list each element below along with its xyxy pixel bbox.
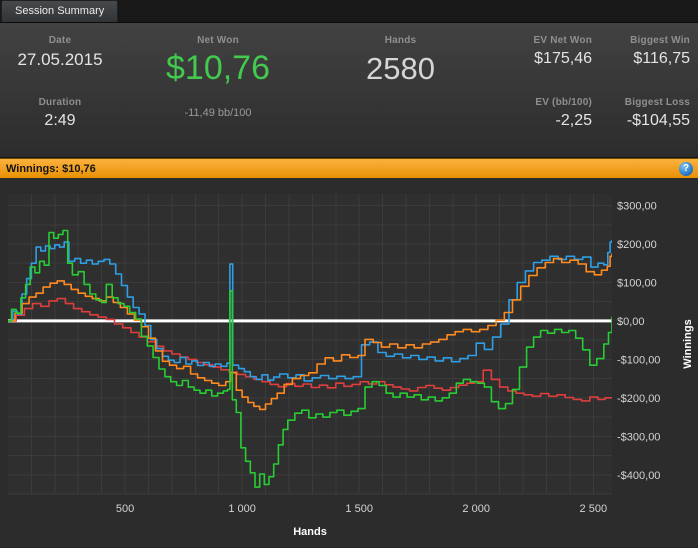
winnings-graph-svg[interactable]: $300,00 $200,00 $100,00 $0,00 -$100,00 -$200,… — [0, 178, 698, 547]
duration-value: 2:49 — [44, 112, 76, 129]
biggest-loss-label: Biggest Loss — [624, 97, 690, 108]
net-won-value: $10,76 — [166, 49, 270, 87]
duration-label: Duration — [38, 97, 82, 108]
y-tick-label: -$200,00 — [617, 393, 660, 405]
biggest-loss-value: -$104,55 — [626, 112, 690, 129]
x-tick-label: 500 — [116, 503, 134, 515]
stat-col-date: Date 27.05.2015 Duration 2:49 — [4, 23, 116, 157]
stats-panel: Date 27.05.2015 Duration 2:49 Net Won $1… — [0, 23, 698, 158]
ev-bb100-label: EV (bb/100) — [535, 97, 592, 108]
series-line-winnings-green — [8, 229, 612, 488]
y-tick-label: -$100,00 — [617, 354, 660, 366]
tab-bar: Session Summary — [0, 0, 698, 23]
winnings-bar-title: Winnings: $10,76 — [6, 162, 96, 175]
stat-col-ev: EV Net Won $175,46 EV (bb/100) -2,25 — [492, 23, 592, 157]
y-tick-label: $0,00 — [617, 316, 645, 328]
date-label: Date — [48, 35, 72, 46]
plot-area — [8, 194, 612, 494]
y-tick-label: -$300,00 — [617, 431, 660, 443]
stat-col-net-won: Net Won $10,76 -11,49 bb/100 — [128, 23, 308, 157]
hands-label: Hands — [384, 35, 417, 46]
net-won-label: Net Won — [197, 35, 239, 46]
x-tick-label: 1 000 — [228, 503, 256, 515]
stat-col-hands: Hands 2580 — [318, 23, 483, 157]
y-tick-label: $100,00 — [617, 278, 657, 290]
series-line-nonshowdown-red — [8, 297, 612, 402]
y-tick-label: $300,00 — [617, 201, 657, 213]
date-value: 27.05.2015 — [17, 50, 103, 69]
winnings-chart[interactable]: $300,00 $200,00 $100,00 $0,00 -$100,00 -$200,… — [0, 178, 698, 547]
series-group — [8, 229, 612, 488]
x-tick-label: 1 500 — [345, 503, 373, 515]
stat-col-biggest: Biggest Win $116,75 Biggest Loss -$104,5… — [598, 23, 690, 157]
y-tick-label: $200,00 — [617, 239, 657, 251]
biggest-win-value: $116,75 — [633, 50, 690, 67]
ev-net-won-value: $175,46 — [534, 50, 592, 67]
tab-label: Session Summary — [15, 5, 105, 17]
hands-value: 2580 — [366, 51, 435, 86]
x-tick-label: 2 500 — [580, 503, 608, 515]
net-won-bb100: -11,49 bb/100 — [184, 107, 252, 119]
biggest-win-label: Biggest Win — [630, 35, 690, 46]
x-tick-label: 2 000 — [462, 503, 490, 515]
tab-session-summary[interactable]: Session Summary — [1, 0, 119, 22]
ev-net-won-label: EV Net Won — [533, 35, 592, 46]
help-icon[interactable]: ? — [679, 161, 693, 176]
winnings-header-bar[interactable]: Winnings: $10,76 ? — [0, 158, 698, 178]
ev-bb100-value: -2,25 — [555, 112, 592, 129]
series-line-showdown-blue — [8, 239, 612, 382]
y-tick-label: -$400,00 — [617, 470, 660, 482]
y-axis-title: Winnings — [682, 319, 694, 368]
x-axis-title: Hands — [293, 526, 327, 538]
